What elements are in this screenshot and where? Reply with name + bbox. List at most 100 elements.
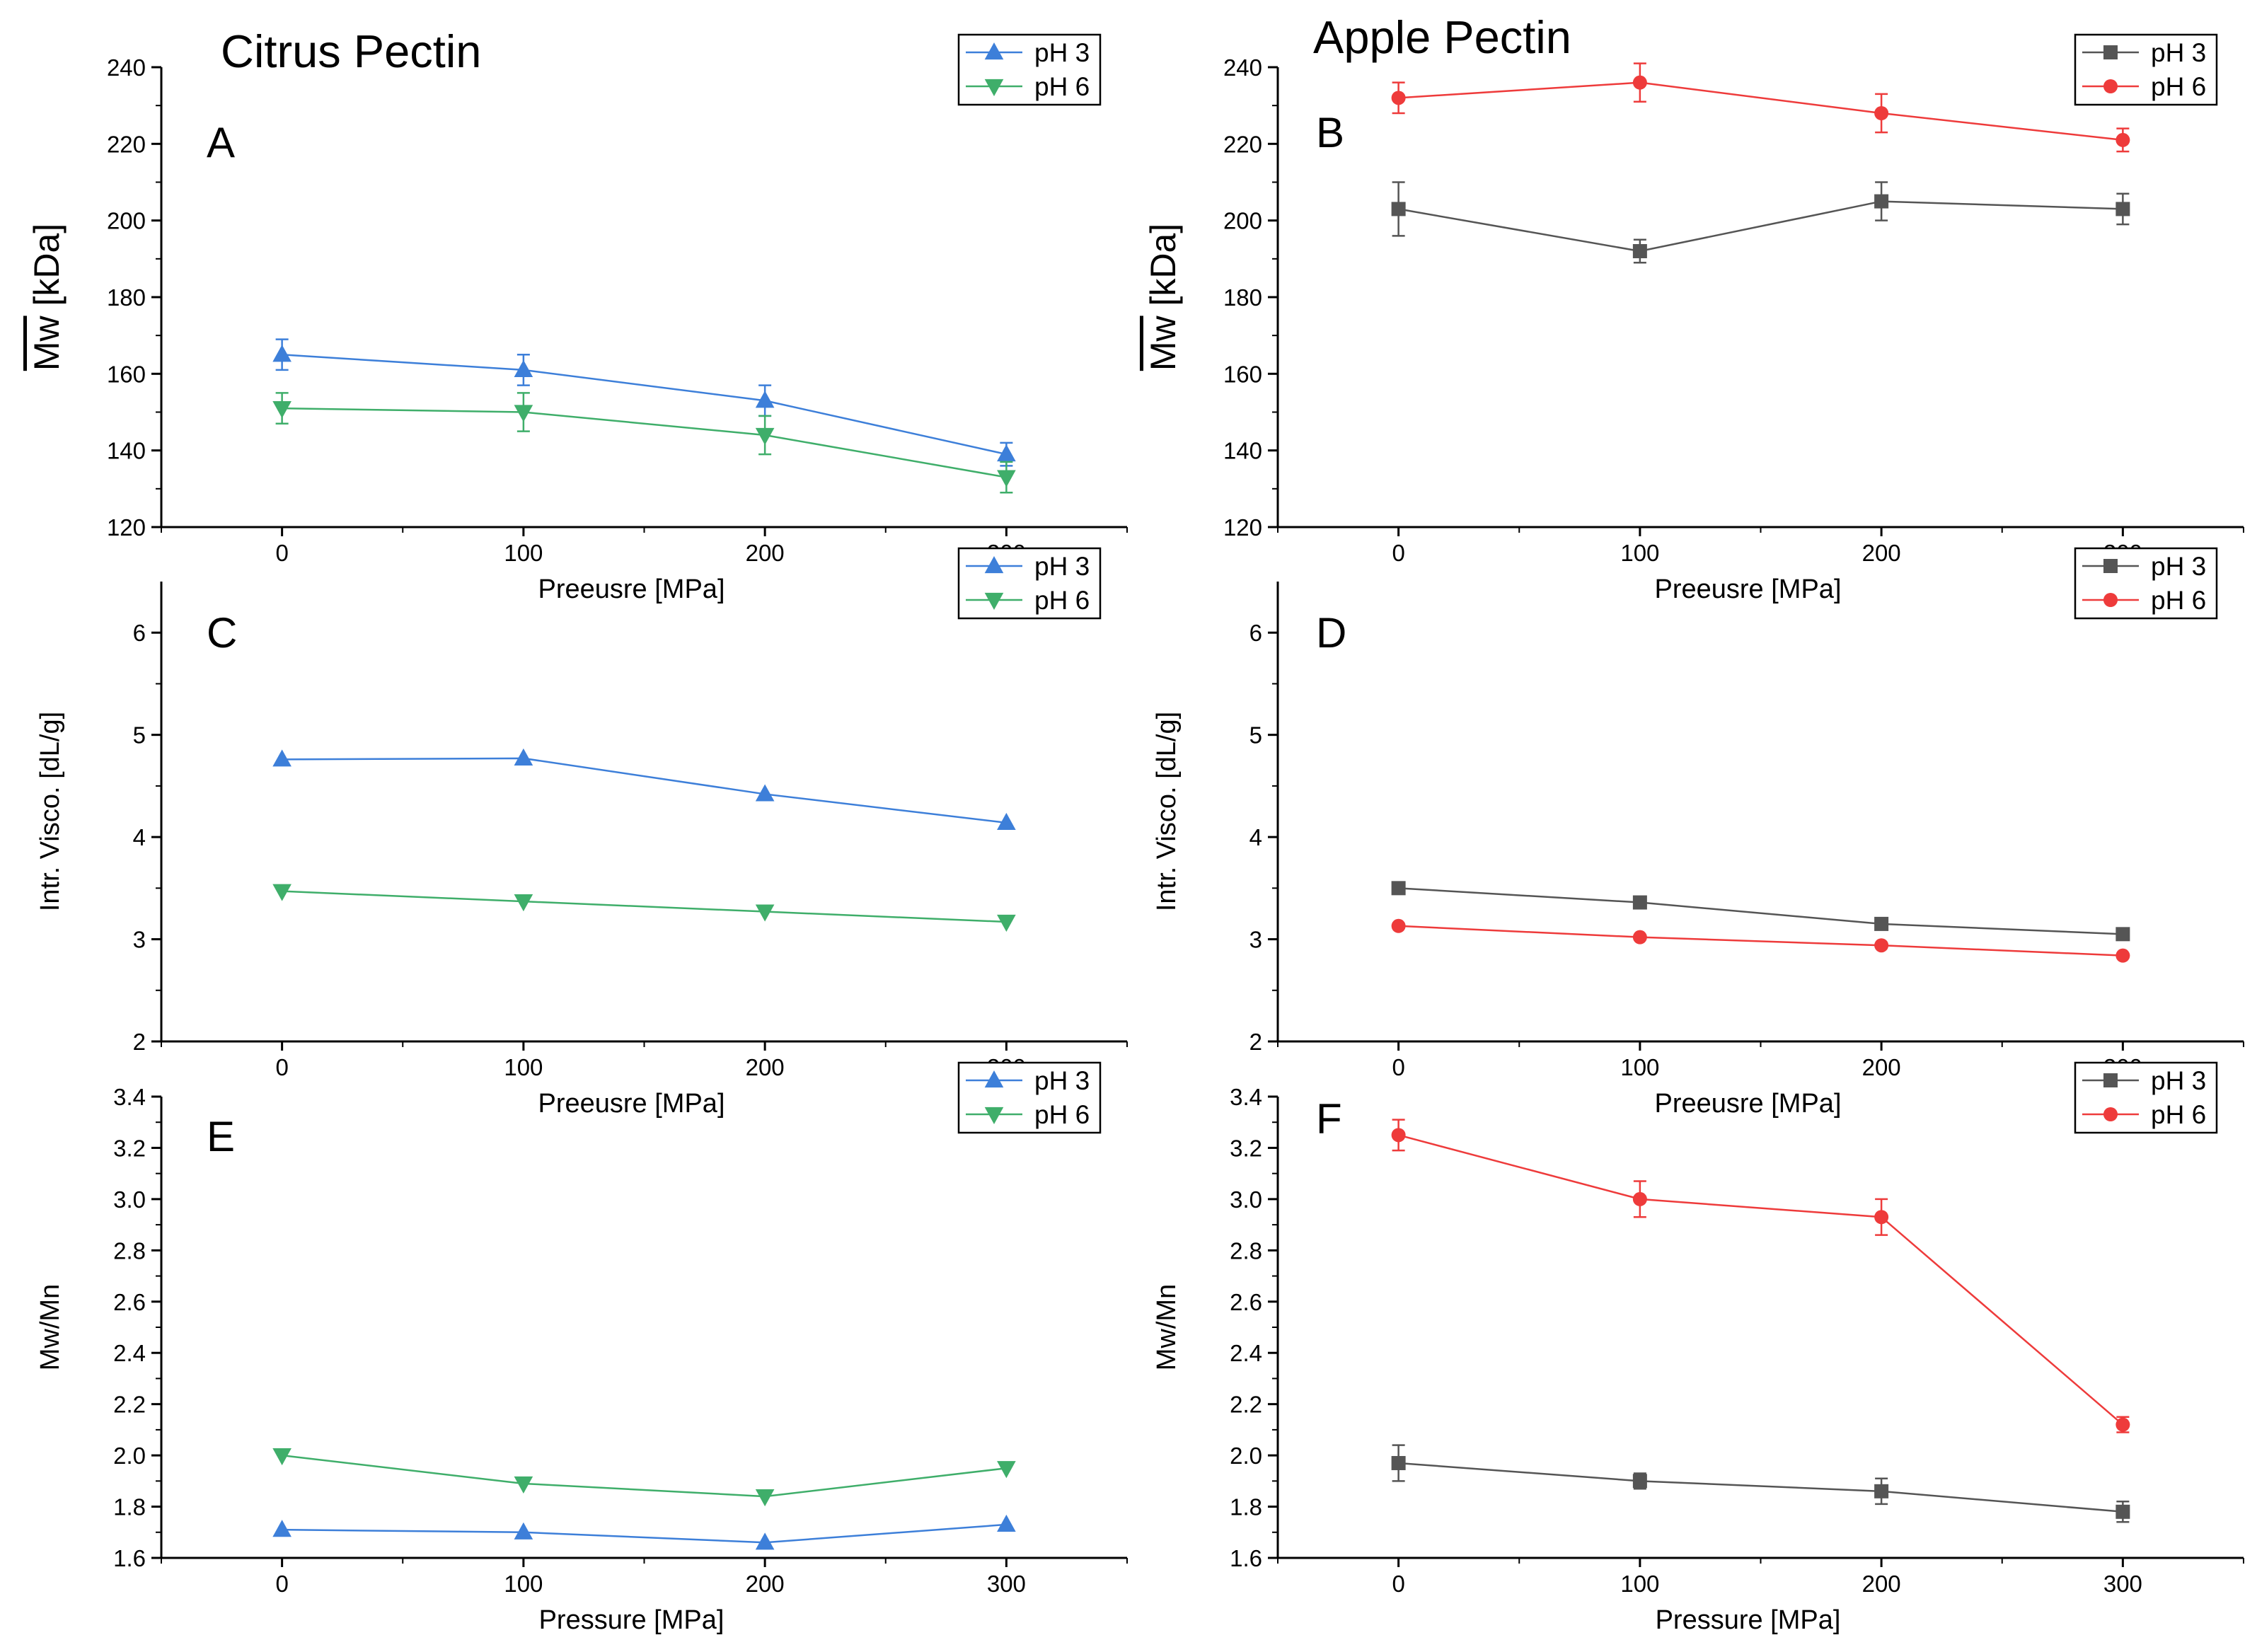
y-tick-label: 2.4 bbox=[1230, 1340, 1262, 1366]
y-tick-label: 140 bbox=[107, 438, 146, 464]
legend-label-ph3: pH 3 bbox=[2151, 1066, 2206, 1095]
data-point-ph3 bbox=[514, 749, 533, 766]
data-point-ph3 bbox=[272, 749, 291, 766]
y-axis-title: Intr. Visco. [dL/g] bbox=[35, 712, 65, 911]
panel-label: E bbox=[207, 1113, 235, 1160]
y-tick-label: 2 bbox=[1249, 1029, 1262, 1055]
y-tick-label: 120 bbox=[1223, 514, 1262, 541]
data-point-ph6 bbox=[997, 915, 1016, 932]
data-point-ph6 bbox=[272, 884, 291, 901]
data-point-ph6 bbox=[1633, 1192, 1647, 1206]
y-axis-title-overlined: Mw bbox=[1143, 316, 1183, 371]
y-tick-label: 1.6 bbox=[113, 1545, 146, 1571]
data-point-ph3 bbox=[272, 345, 291, 362]
legend-label-ph6: pH 6 bbox=[2151, 72, 2206, 101]
legend-marker-ph6 bbox=[2103, 593, 2118, 607]
x-tick-label: 0 bbox=[1392, 540, 1404, 566]
legend: pH 3 pH 6 bbox=[959, 1063, 1100, 1133]
y-tick-label: 160 bbox=[107, 361, 146, 387]
y-tick-label: 2.0 bbox=[1230, 1443, 1262, 1469]
y-tick-label: 1.6 bbox=[1230, 1545, 1262, 1571]
data-point-ph3 bbox=[2115, 202, 2130, 216]
data-point-ph3 bbox=[1392, 881, 1406, 895]
y-tick-label: 2.8 bbox=[1230, 1237, 1262, 1264]
figure: Citrus Pectin Apple Pectin 1201401601802… bbox=[0, 0, 2257, 1652]
y-tick-label: 240 bbox=[1223, 54, 1262, 81]
y-axis-title: Mw [kDa] bbox=[27, 224, 67, 371]
y-tick-label: 3.0 bbox=[113, 1186, 146, 1213]
y-tick-label: 240 bbox=[107, 54, 146, 81]
legend-marker-ph6 bbox=[2103, 79, 2118, 93]
panel-label: C bbox=[207, 609, 237, 657]
legend-label-ph6: pH 6 bbox=[1034, 72, 1090, 101]
y-tick-label: 220 bbox=[1223, 131, 1262, 157]
y-tick-label: 2.2 bbox=[1230, 1392, 1262, 1418]
y-tick-label: 2.2 bbox=[113, 1392, 146, 1418]
data-point-ph6 bbox=[2115, 949, 2130, 963]
x-tick-label: 0 bbox=[275, 1571, 288, 1597]
y-tick-label: 2.0 bbox=[113, 1443, 146, 1469]
data-point-ph6 bbox=[756, 904, 775, 921]
y-tick-label: 6 bbox=[133, 620, 146, 646]
y-tick-label: 3.0 bbox=[1230, 1186, 1262, 1213]
y-tick-label: 6 bbox=[1249, 620, 1262, 646]
y-tick-label: 120 bbox=[107, 514, 146, 541]
data-point-ph6 bbox=[1392, 91, 1406, 105]
legend: pH 3 pH 6 bbox=[2075, 548, 2217, 618]
x-tick-label: 100 bbox=[504, 1054, 543, 1080]
y-tick-label: 140 bbox=[1223, 438, 1262, 464]
y-tick-label: 3.4 bbox=[1230, 1084, 1262, 1110]
legend: pH 3 pH 6 bbox=[959, 548, 1100, 618]
data-point-ph6 bbox=[1392, 1128, 1406, 1142]
legend-label-ph6: pH 6 bbox=[2151, 586, 2206, 615]
y-tick-label: 3 bbox=[1249, 927, 1262, 953]
x-tick-label: 100 bbox=[1620, 1571, 1659, 1597]
x-axis-title: Preeusre [MPa] bbox=[1655, 1089, 1842, 1119]
series-line-ph3 bbox=[1399, 202, 2123, 251]
data-point-ph6 bbox=[997, 470, 1016, 487]
series-line-ph3 bbox=[1399, 888, 2123, 934]
data-point-ph3 bbox=[1633, 244, 1647, 258]
apple-title: Apple Pectin bbox=[1313, 11, 1571, 63]
data-point-ph3 bbox=[2115, 1505, 2130, 1519]
legend-marker-ph3 bbox=[2103, 559, 2118, 573]
y-tick-label: 2.6 bbox=[1230, 1289, 1262, 1315]
data-point-ph3 bbox=[1874, 1484, 1888, 1498]
data-point-ph3 bbox=[1874, 195, 1888, 209]
data-point-ph6 bbox=[1633, 930, 1647, 945]
data-point-ph6 bbox=[756, 1489, 775, 1506]
data-point-ph3 bbox=[1633, 896, 1647, 910]
data-point-ph6 bbox=[514, 894, 533, 911]
legend: pH 3 pH 6 bbox=[2075, 35, 2217, 105]
y-tick-label: 180 bbox=[107, 284, 146, 311]
data-point-ph6 bbox=[1874, 1210, 1888, 1224]
x-tick-label: 0 bbox=[275, 540, 288, 566]
x-tick-label: 0 bbox=[1392, 1054, 1404, 1080]
y-axis-title: Intr. Visco. [dL/g] bbox=[1152, 712, 1182, 911]
y-tick-label: 200 bbox=[1223, 208, 1262, 234]
y-tick-label: 2.8 bbox=[113, 1237, 146, 1264]
data-point-ph3 bbox=[272, 1520, 291, 1537]
legend-label-ph3: pH 3 bbox=[1034, 38, 1090, 67]
x-axis-title: Preeusre [MPa] bbox=[538, 1089, 725, 1119]
series-line-ph6 bbox=[282, 1455, 1007, 1496]
x-tick-label: 100 bbox=[1620, 1054, 1659, 1080]
x-tick-label: 0 bbox=[1392, 1571, 1404, 1597]
panel-F: 1.6 1.8 2.0 2.2 2.4 2.6 2.8 3.0 3.2 3.4 0 100 200 300… bbox=[1152, 1063, 2244, 1635]
legend-label-ph3: pH 3 bbox=[1034, 552, 1090, 581]
y-tick-label: 4 bbox=[1249, 824, 1262, 850]
series-line-ph3 bbox=[282, 1525, 1007, 1542]
x-tick-label: 200 bbox=[1862, 1054, 1901, 1080]
legend-label-ph3: pH 3 bbox=[2151, 552, 2206, 581]
y-tick-label: 180 bbox=[1223, 284, 1262, 311]
x-tick-label: 200 bbox=[746, 1054, 785, 1080]
series-line-ph6 bbox=[282, 891, 1007, 922]
y-tick-label: 2.6 bbox=[113, 1289, 146, 1315]
data-point-ph3 bbox=[756, 1532, 775, 1549]
y-axis-title: Mw/Mn bbox=[35, 1284, 65, 1370]
data-point-ph6 bbox=[2115, 1418, 2130, 1432]
legend-label-ph6: pH 6 bbox=[1034, 586, 1090, 615]
panel-label: D bbox=[1316, 609, 1346, 657]
legend-label-ph6: pH 6 bbox=[2151, 1100, 2206, 1129]
legend-marker-ph3 bbox=[2103, 45, 2118, 59]
